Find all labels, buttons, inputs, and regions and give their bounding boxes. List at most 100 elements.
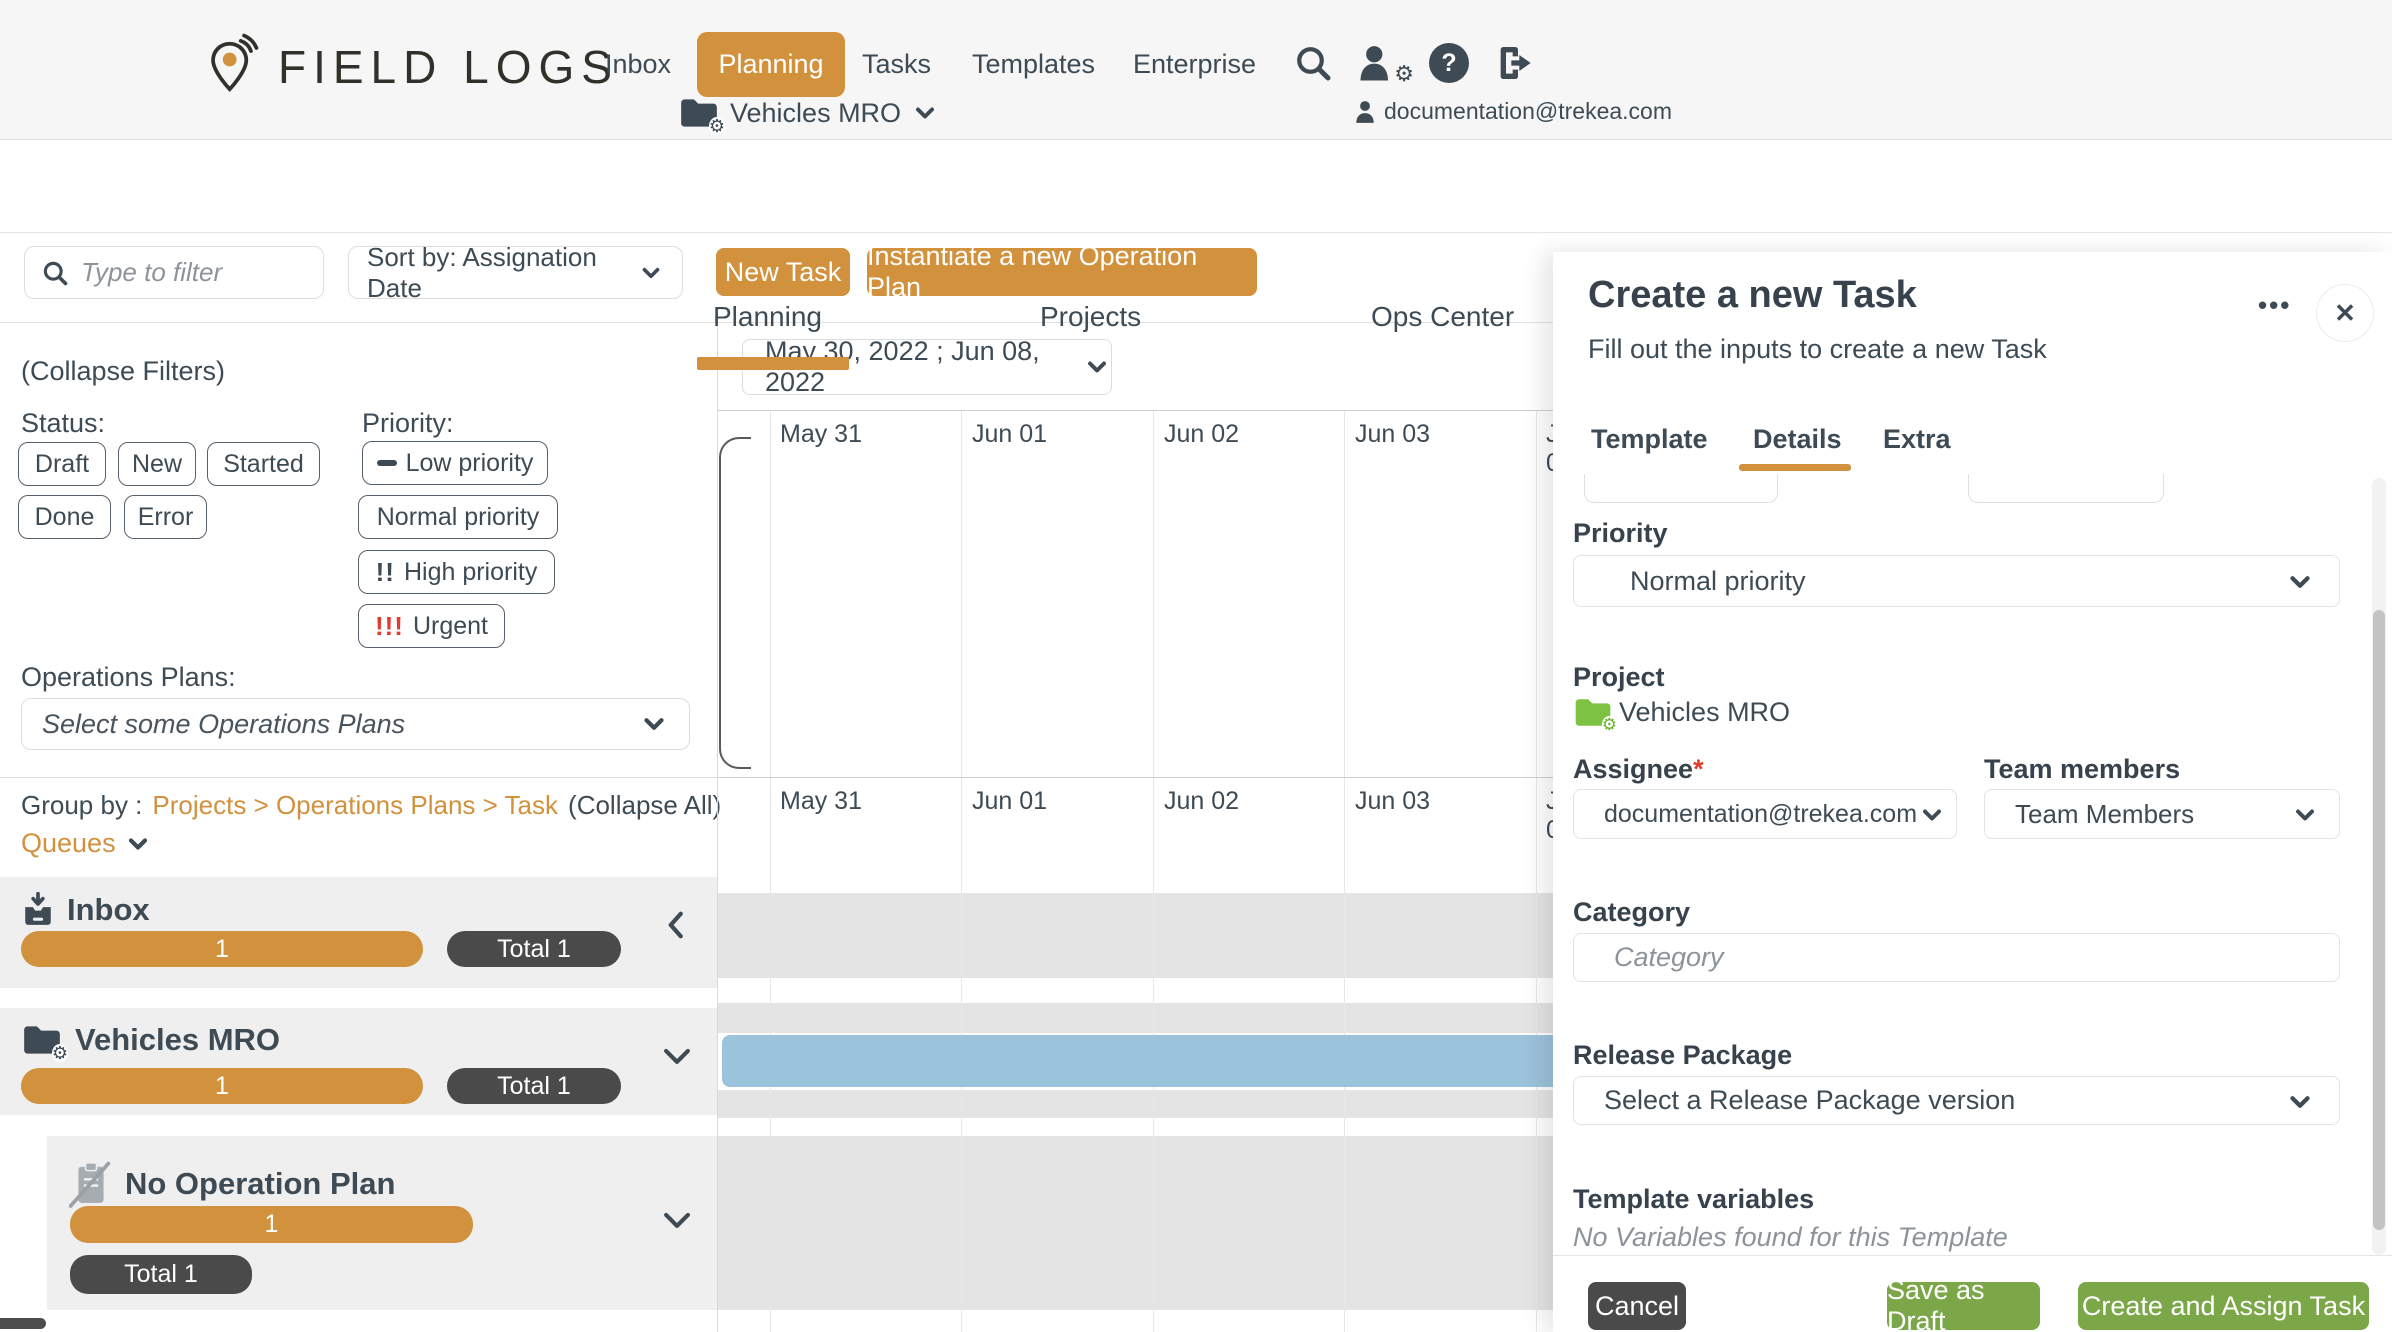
- nav-tasks[interactable]: Tasks: [862, 49, 932, 79]
- team-members-field-label: Team members: [1984, 754, 2181, 784]
- status-filter-error[interactable]: Error: [124, 495, 207, 539]
- chevron-down-icon: [124, 830, 152, 858]
- logout-icon[interactable]: [1493, 43, 1535, 83]
- gear-icon: ⚙: [1601, 715, 1617, 734]
- chevron-down-icon: [2285, 567, 2315, 597]
- operations-plans-select[interactable]: Select some Operations Plans: [21, 698, 690, 750]
- gear-icon: ⚙: [1394, 61, 1414, 86]
- collapse-filters-link[interactable]: (Collapse Filters): [21, 356, 226, 386]
- grid-line: [961, 410, 962, 1332]
- panel-scrollbar-thumb[interactable]: [2373, 610, 2385, 1230]
- chevron-down-icon[interactable]: [660, 1206, 694, 1236]
- tab-projects[interactable]: Projects: [1040, 301, 1142, 332]
- grid-line: [1536, 410, 1537, 1332]
- collapse-all-link[interactable]: (Collapse All): [568, 790, 722, 820]
- timeline-header-line: [717, 410, 1560, 411]
- low-priority-dash-icon: [376, 460, 397, 466]
- urgent-marks-icon: !!!: [374, 610, 404, 641]
- chevron-down-icon: [639, 709, 669, 739]
- project-folder-icon: ⚙: [21, 1023, 68, 1062]
- status-filter-draft[interactable]: Draft: [18, 442, 106, 486]
- horizontal-scrollbar-thumb[interactable]: [0, 1318, 46, 1329]
- create-task-panel: Create a new Task Fill out the inputs to…: [1553, 252, 2392, 1332]
- group-progress-bar[interactable]: 1: [70, 1206, 473, 1243]
- panel-menu-button[interactable]: •••: [2258, 290, 2292, 320]
- nav-enterprise[interactable]: Enterprise: [1133, 49, 1257, 79]
- gear-icon: ⚙: [708, 116, 725, 136]
- team-members-select-value: Team Members: [2015, 798, 2195, 829]
- filter-search-input[interactable]: Type to filter: [24, 246, 324, 299]
- nav-templates[interactable]: Templates: [972, 49, 1096, 79]
- panel-subtitle: Fill out the inputs to create a new Task: [1588, 334, 2047, 364]
- nav-inbox[interactable]: Inbox: [605, 49, 672, 79]
- group-title: No Operation Plan: [125, 1166, 396, 1201]
- project-switcher-label: Vehicles MRO: [730, 97, 902, 128]
- filter-search-placeholder: Type to filter: [81, 257, 223, 287]
- group-card-inbox: Inbox 1 Total 1: [0, 877, 717, 988]
- group-card-vehicles-mro: ⚙ Vehicles MRO 1 Total 1: [0, 1008, 717, 1115]
- group-total-badge: Total 1: [70, 1255, 252, 1294]
- brand-logo[interactable]: FIELD LOGS: [202, 30, 619, 104]
- queues-toggle[interactable]: Queues: [21, 828, 152, 859]
- timeline-range-outline: [719, 437, 751, 769]
- group-by-path-link[interactable]: Projects > Operations Plans > Task: [152, 790, 559, 820]
- tab-planning[interactable]: Planning: [713, 301, 822, 332]
- status-filter-started[interactable]: Started: [207, 442, 320, 486]
- status-filter-new[interactable]: New: [118, 442, 196, 486]
- priority-filter-low[interactable]: Low priority: [362, 441, 548, 485]
- priority-filter-label: Priority:: [362, 408, 454, 438]
- chevron-down-icon[interactable]: [660, 1042, 694, 1072]
- cut-off-field[interactable]: [1968, 474, 2164, 503]
- category-input[interactable]: Category: [1573, 933, 2340, 982]
- no-operation-plan-icon: [69, 1160, 113, 1208]
- grid-line: [1344, 410, 1345, 1332]
- user-account[interactable]: documentation@trekea.com: [1354, 98, 1672, 125]
- inbox-icon: [21, 891, 55, 929]
- project-folder-icon: ⚙: [678, 96, 725, 135]
- priority-select[interactable]: Normal priority: [1573, 555, 2340, 607]
- close-icon[interactable]: ✕: [2316, 284, 2374, 342]
- new-task-button[interactable]: New Task: [716, 248, 850, 296]
- cancel-button[interactable]: Cancel: [1588, 1282, 1686, 1330]
- operations-plans-label: Operations Plans:: [21, 662, 236, 692]
- project-switcher[interactable]: ⚙ Vehicles MRO: [678, 96, 939, 135]
- assignee-select[interactable]: documentation@trekea.com: [1573, 789, 1957, 839]
- chevron-left-icon[interactable]: [662, 907, 692, 943]
- panel-tab-extra[interactable]: Extra: [1883, 424, 1951, 454]
- group-progress-bar[interactable]: 1: [21, 931, 423, 967]
- group-progress-bar[interactable]: 1: [21, 1068, 423, 1104]
- panel-tab-template[interactable]: Template: [1591, 424, 1708, 454]
- release-package-value: Select a Release Package version: [1604, 1085, 2016, 1115]
- nav-planning[interactable]: Planning: [697, 32, 845, 97]
- priority-filter-high[interactable]: !! High priority: [358, 550, 555, 594]
- priority-option-label: Normal priority: [376, 502, 540, 531]
- priority-filter-normal[interactable]: Normal priority: [358, 495, 558, 539]
- active-tab-underline: [697, 357, 849, 370]
- user-email: documentation@trekea.com: [1384, 98, 1672, 124]
- assignee-field-label: Assignee*: [1573, 754, 1704, 785]
- team-members-select[interactable]: Team Members: [1984, 789, 2340, 839]
- status-filter-done[interactable]: Done: [18, 495, 111, 539]
- search-icon[interactable]: [1293, 43, 1333, 83]
- sort-by-select[interactable]: Sort by: Assignation Date: [348, 242, 683, 303]
- date-label: Jun 03: [1355, 420, 1431, 448]
- group-title: Vehicles MRO: [75, 1022, 281, 1057]
- release-package-select[interactable]: Select a Release Package version: [1573, 1076, 2340, 1125]
- tab-ops-center[interactable]: Ops Center: [1371, 301, 1515, 332]
- date-label: Jun 02: [1164, 787, 1240, 815]
- cut-off-field[interactable]: [1584, 474, 1778, 503]
- create-and-assign-button[interactable]: Create and Assign Task: [2078, 1282, 2369, 1330]
- instantiate-operation-plan-button[interactable]: Instantiate a new Operation Plan: [867, 241, 1257, 302]
- priority-filter-urgent[interactable]: !!! Urgent: [358, 604, 505, 648]
- timeline-row-band: [717, 1003, 1560, 1033]
- filters-bottom-divider: [0, 777, 717, 778]
- grid-line: [770, 410, 771, 1332]
- task-bar-highlight[interactable]: [722, 1035, 1560, 1087]
- user-settings-icon[interactable]: ⚙: [1358, 43, 1414, 86]
- panel-tab-details[interactable]: Details: [1753, 424, 1842, 454]
- date-label: May 31: [780, 787, 862, 815]
- help-icon[interactable]: ?: [1429, 43, 1469, 83]
- panel-scrollbar-track[interactable]: [2372, 478, 2386, 1255]
- save-as-draft-button[interactable]: Save as Draft: [1887, 1275, 2040, 1332]
